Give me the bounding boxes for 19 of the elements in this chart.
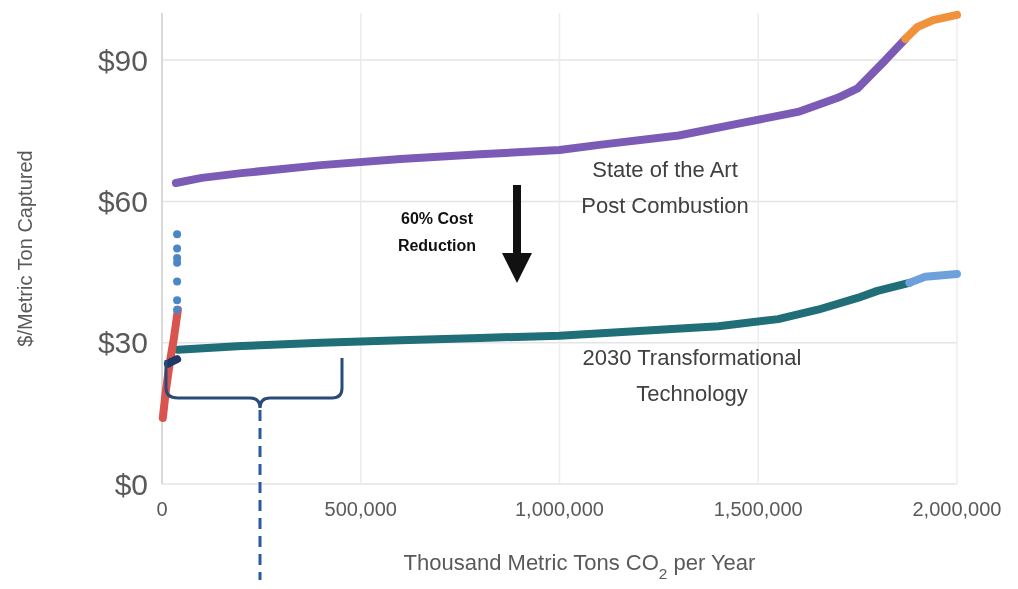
x-tick-label: 500,000 (324, 498, 397, 520)
y-tick-label: $0 (114, 467, 148, 501)
x-tick-label: 1,500,000 (713, 498, 803, 520)
point (173, 244, 182, 253)
annotation: 60% Cost Reduction (397, 210, 477, 255)
y-tick-label: $90 (97, 43, 148, 77)
point (173, 230, 182, 239)
x-axis-title: Thousand Metric Tons CO$_{2}$ per Year (403, 550, 756, 582)
point (173, 296, 182, 305)
y-tick-label: $60 (97, 184, 148, 218)
y-axis-title: $/Metric Ton Captured (14, 150, 36, 347)
point (173, 277, 182, 286)
x-tick-label: 1,000,000 (515, 498, 604, 520)
y-tick-label: $30 (97, 326, 148, 360)
point (173, 305, 182, 314)
annotation: 2030 Transformational Technology (582, 344, 802, 406)
annotation: State of the Art Post Combustion (581, 156, 749, 218)
x-tick-label: 0 (156, 498, 168, 520)
x-tick-label: 2,000,000 (912, 498, 1002, 520)
